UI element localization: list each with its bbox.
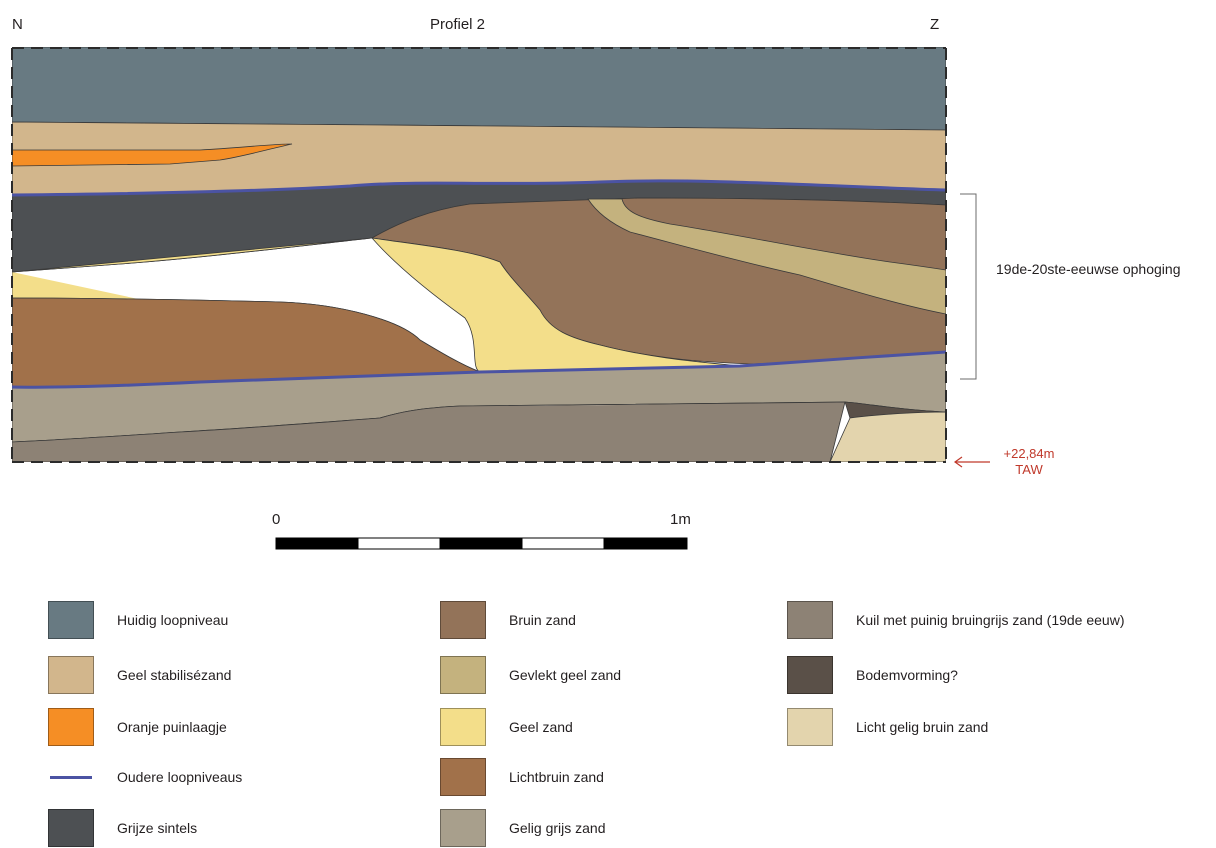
legend-label: Lichtbruin zand (509, 769, 604, 785)
legend-swatch (48, 809, 94, 847)
legend-swatch (440, 708, 486, 746)
legend-swatch (440, 656, 486, 694)
legend-item-licht-gelig-bruin-zand: Licht gelig bruin zand (787, 707, 988, 747)
ophoging-bracket (960, 193, 977, 380)
scale-start-label: 0 (272, 511, 281, 528)
legend-swatch (787, 708, 833, 746)
legend-swatch (787, 601, 833, 639)
legend-label: Bruin zand (509, 612, 576, 628)
legend-item-gevlekt-geel-zand: Gevlekt geel zand (440, 655, 621, 695)
legend-item-grijze-sintels: Grijze sintels (48, 808, 197, 848)
legend-item-oudere-loopniveaus: Oudere loopniveaus (48, 757, 242, 797)
legend-swatch (787, 656, 833, 694)
legend-label: Huidig loopniveau (117, 612, 229, 628)
legend-swatch (440, 758, 486, 796)
legend-swatch (48, 656, 94, 694)
profile-title: Profiel 2 (430, 16, 486, 33)
elevation-reference: TAW (1015, 462, 1043, 477)
legend-label: Geel zand (509, 719, 573, 735)
layer-oranje-puinlaagje (12, 143, 293, 167)
legend-label: Grijze sintels (117, 820, 198, 836)
elevation-label: +22,84m TAW (996, 446, 1062, 478)
older-walking-level-upper (12, 179, 946, 197)
ophoging-label: 19de-20ste-eeuwse ophoging (996, 261, 1181, 277)
legend-item-bodemvorming: Bodemvorming? (787, 655, 958, 695)
legend-label: Gevlekt geel zand (509, 667, 622, 683)
legend-item-geel-zand: Geel zand (440, 707, 573, 747)
taw-arrow (953, 456, 990, 468)
legend-label: Gelig grijs zand (509, 820, 606, 836)
legend-label: Geel stabilisézand (117, 667, 232, 683)
legend-label: Kuil met puinig bruingrijs zand (19de ee… (856, 612, 1125, 628)
legend-item-bruin-zand: Bruin zand (440, 600, 576, 640)
legend-label: Licht gelig bruin zand (856, 719, 989, 735)
legend-item-lichtbruin-zand: Lichtbruin zand (440, 757, 604, 797)
layer-kuil-bruingrijs-zand (12, 401, 846, 462)
legend-line-swatch (48, 758, 94, 796)
legend-swatch (48, 708, 94, 746)
legend-label: Bodemvorming? (856, 667, 958, 683)
legend-label: Oudere loopniveaus (117, 769, 243, 785)
layer-gevlekt-geel-zand (587, 198, 946, 315)
scale-end-label: 1m (670, 511, 691, 528)
older-walking-level-lower (12, 350, 946, 389)
legend-item-geel-stabilisezand: Geel stabilisézand (48, 655, 231, 695)
legend-item-huidig-loopniveau: Huidig loopniveau (48, 600, 228, 640)
legend-item-oranje-puinlaagje: Oranje puinlaagje (48, 707, 227, 747)
legend-swatch (440, 601, 486, 639)
south-label: Z (930, 16, 940, 33)
legend-item-gelig-grijs-zand: Gelig grijs zand (440, 808, 606, 848)
legend-swatch (48, 601, 94, 639)
north-label: N (12, 16, 23, 33)
legend-label: Oranje puinlaagje (117, 719, 227, 735)
layer-huidig-loopniveau (12, 47, 946, 131)
legend-item-kuil-bruingrijs-zand: Kuil met puinig bruingrijs zand (19de ee… (787, 600, 1124, 640)
scale-bar (275, 537, 688, 550)
elevation-value: +22,84m (1003, 446, 1055, 461)
legend-swatch (440, 809, 486, 847)
layer-licht-gelig-bruin-zand (829, 411, 946, 462)
